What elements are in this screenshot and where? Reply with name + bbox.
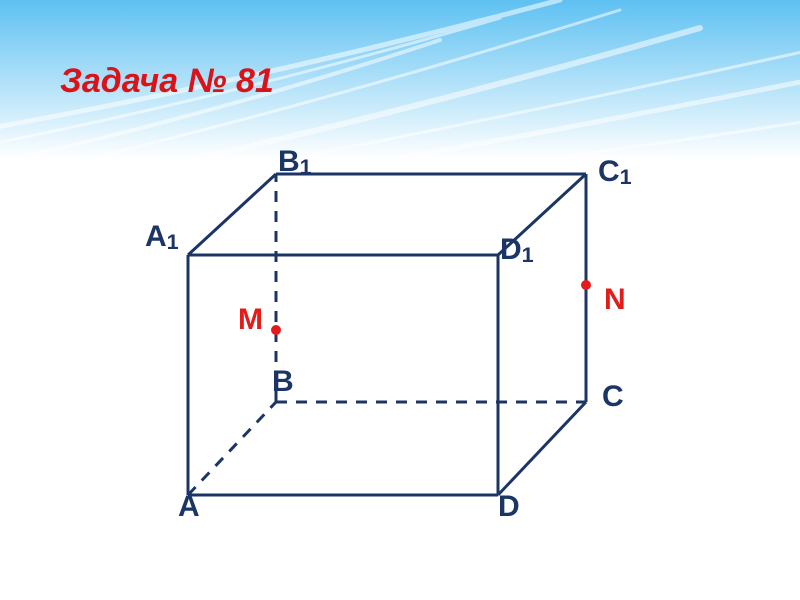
- label-B: B: [272, 365, 294, 399]
- label-B1: B1: [278, 145, 312, 179]
- label-A: A: [178, 490, 200, 524]
- point-N: [581, 280, 591, 290]
- edge-A-B: [188, 402, 276, 495]
- slide: { "canvas": { "width": 800, "height": 60…: [0, 0, 800, 600]
- point-M: [271, 325, 281, 335]
- label-C1-subscript: 1: [620, 164, 632, 189]
- label-B-text: B: [272, 365, 294, 398]
- label-B1-subscript: 1: [300, 154, 312, 179]
- label-N-text: N: [604, 283, 626, 316]
- label-A1-subscript: 1: [167, 229, 179, 254]
- edge-D-C: [498, 402, 586, 495]
- label-D1-text: D: [500, 233, 522, 266]
- label-D: D: [498, 490, 520, 524]
- label-D-text: D: [498, 490, 520, 523]
- label-C-text: C: [602, 380, 624, 413]
- label-C1: C1: [598, 155, 632, 189]
- label-A1: A1: [145, 220, 179, 254]
- label-B1-text: B: [278, 145, 300, 178]
- label-M: M: [238, 303, 263, 337]
- label-C: C: [602, 380, 624, 414]
- label-N: N: [604, 283, 626, 317]
- cube-figure: [0, 0, 800, 600]
- label-M-text: M: [238, 303, 263, 336]
- label-C1-text: C: [598, 155, 620, 188]
- label-A1-text: A: [145, 220, 167, 253]
- label-A-text: A: [178, 490, 200, 523]
- label-D1: D1: [500, 233, 534, 267]
- label-D1-subscript: 1: [522, 242, 534, 267]
- edge-B1-A1: [188, 174, 276, 255]
